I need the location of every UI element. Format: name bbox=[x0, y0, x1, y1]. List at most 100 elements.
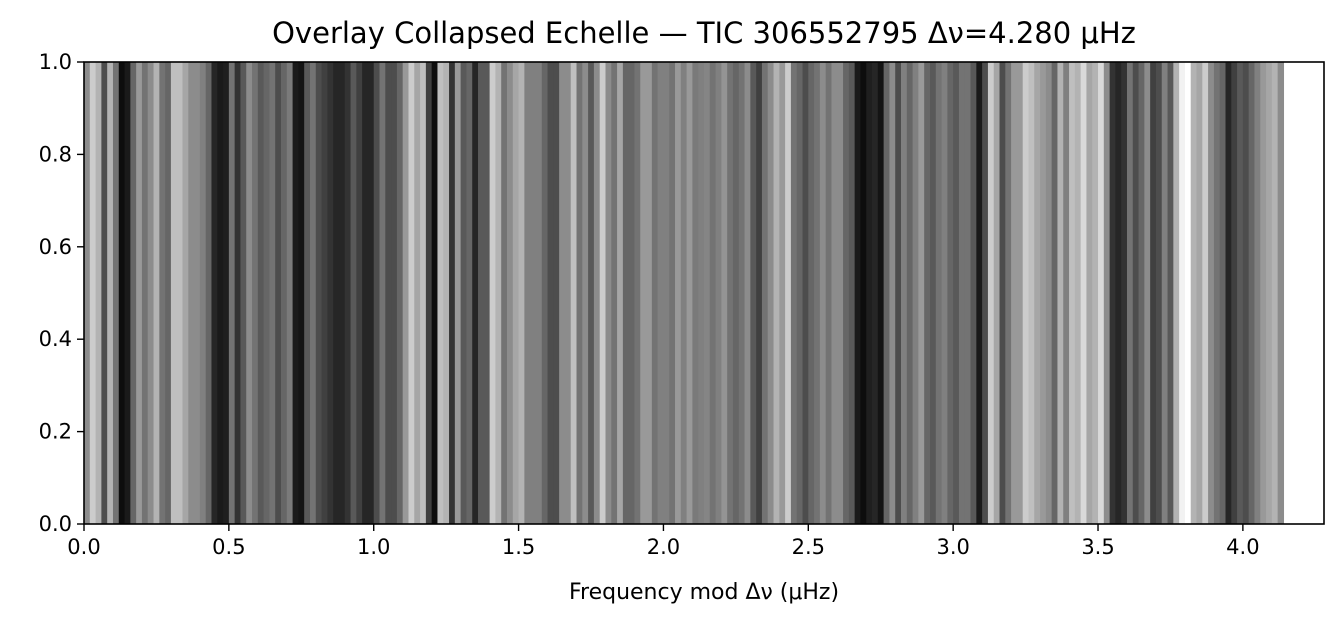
heatmap-cell bbox=[170, 62, 178, 524]
heatmap-cell bbox=[252, 62, 259, 524]
heatmap-cell bbox=[582, 62, 589, 524]
heatmap-cell bbox=[1271, 62, 1279, 524]
heatmap-cell bbox=[124, 62, 131, 524]
heatmap-cell bbox=[1022, 62, 1030, 524]
heatmap-cell bbox=[194, 62, 201, 524]
heatmap-bars bbox=[84, 62, 1285, 524]
y-tick-label: 0.0 bbox=[39, 512, 72, 536]
heatmap-cell bbox=[964, 62, 972, 524]
heatmap-cell bbox=[373, 62, 381, 524]
heatmap-cell bbox=[263, 62, 271, 524]
heatmap-cell bbox=[362, 62, 369, 524]
x-tick-label: 3.5 bbox=[1081, 535, 1114, 559]
heatmap-cell bbox=[506, 62, 514, 524]
heatmap-cell bbox=[929, 62, 937, 524]
heatmap-cell bbox=[906, 62, 914, 524]
heatmap-cell bbox=[617, 62, 624, 524]
heatmap-cell bbox=[112, 62, 120, 524]
x-tick-label: 2.0 bbox=[647, 535, 680, 559]
heatmap-cell bbox=[1190, 62, 1198, 524]
heatmap-cell bbox=[1254, 62, 1261, 524]
heatmap-cell bbox=[385, 62, 392, 524]
heatmap-cell bbox=[130, 62, 137, 524]
heatmap-cell bbox=[767, 62, 775, 524]
heatmap-cell bbox=[970, 62, 977, 524]
heatmap-cell bbox=[101, 62, 108, 524]
heatmap-cell bbox=[344, 62, 352, 524]
heatmap-cell bbox=[611, 62, 618, 524]
heatmap-cell bbox=[802, 62, 809, 524]
heatmap-cell bbox=[825, 62, 833, 524]
heatmap-cell bbox=[367, 62, 375, 524]
heatmap-cell bbox=[379, 62, 386, 524]
heatmap-cell bbox=[599, 62, 607, 524]
heatmap-cell bbox=[1173, 62, 1180, 524]
heatmap-cell bbox=[657, 62, 665, 524]
heatmap-cell bbox=[796, 62, 804, 524]
heatmap-cell bbox=[1161, 62, 1169, 524]
heatmap-cell bbox=[89, 62, 97, 524]
heatmap-cell bbox=[1057, 62, 1064, 524]
heatmap-cell bbox=[176, 62, 184, 524]
heatmap-cell bbox=[327, 62, 334, 524]
heatmap-cell bbox=[576, 62, 583, 524]
heatmap-cell bbox=[935, 62, 943, 524]
x-tick-label: 0.0 bbox=[67, 535, 100, 559]
heatmap-cell bbox=[240, 62, 247, 524]
heatmap-cell bbox=[182, 62, 189, 524]
heatmap-cell bbox=[118, 62, 126, 524]
heatmap-cell bbox=[1225, 62, 1232, 524]
chart-title: Overlay Collapsed Echelle — TIC 30655279… bbox=[272, 16, 1136, 50]
heatmap-cell bbox=[472, 62, 479, 524]
heatmap-cell bbox=[205, 62, 213, 524]
heatmap-cell bbox=[530, 62, 537, 524]
heatmap-cell bbox=[414, 62, 421, 524]
heatmap-cell bbox=[309, 62, 317, 524]
heatmap-cell bbox=[315, 62, 323, 524]
heatmap-cell bbox=[976, 62, 983, 524]
heatmap-cell bbox=[153, 62, 160, 524]
heatmap-cell bbox=[217, 62, 224, 524]
heatmap-cell bbox=[304, 62, 311, 524]
heatmap-cell bbox=[84, 62, 91, 524]
heatmap-cell bbox=[628, 62, 636, 524]
heatmap-cell bbox=[634, 62, 641, 524]
heatmap-cell bbox=[1115, 62, 1122, 524]
heatmap-cell bbox=[1045, 62, 1053, 524]
heatmap-cell bbox=[790, 62, 798, 524]
heatmap-cell bbox=[257, 62, 265, 524]
heatmap-cell bbox=[356, 62, 363, 524]
heatmap-cell bbox=[1184, 62, 1192, 524]
heatmap-cell bbox=[1080, 62, 1088, 524]
heatmap-cell bbox=[854, 62, 862, 524]
heatmap-cell bbox=[350, 62, 357, 524]
heatmap-cell bbox=[570, 62, 578, 524]
heatmap-cell bbox=[1098, 62, 1105, 524]
heatmap-cell bbox=[1202, 62, 1209, 524]
heatmap-cell bbox=[732, 62, 740, 524]
heatmap-cell bbox=[709, 62, 717, 524]
heatmap-cell bbox=[211, 62, 218, 524]
heatmap-cell bbox=[982, 62, 989, 524]
heatmap-cell bbox=[1069, 62, 1076, 524]
heatmap-cell bbox=[808, 62, 815, 524]
heatmap-cell bbox=[680, 62, 688, 524]
heatmap-cell bbox=[727, 62, 734, 524]
heatmap-cell bbox=[1074, 62, 1082, 524]
heatmap-cell bbox=[947, 62, 954, 524]
heatmap-cell bbox=[1063, 62, 1070, 524]
heatmap-cell bbox=[1011, 62, 1018, 524]
heatmap-cell bbox=[958, 62, 966, 524]
heatmap-cell bbox=[819, 62, 827, 524]
heatmap-cell bbox=[199, 62, 207, 524]
heatmap-cell bbox=[872, 62, 879, 524]
heatmap-cell bbox=[646, 62, 653, 524]
heatmap-cell bbox=[1277, 62, 1285, 524]
heatmap-cell bbox=[425, 62, 433, 524]
heatmap-cell bbox=[1092, 62, 1099, 524]
plot-frame bbox=[83, 61, 1325, 525]
heatmap-cell bbox=[437, 62, 444, 524]
heatmap-cell bbox=[993, 62, 1001, 524]
heatmap-cell bbox=[953, 62, 960, 524]
